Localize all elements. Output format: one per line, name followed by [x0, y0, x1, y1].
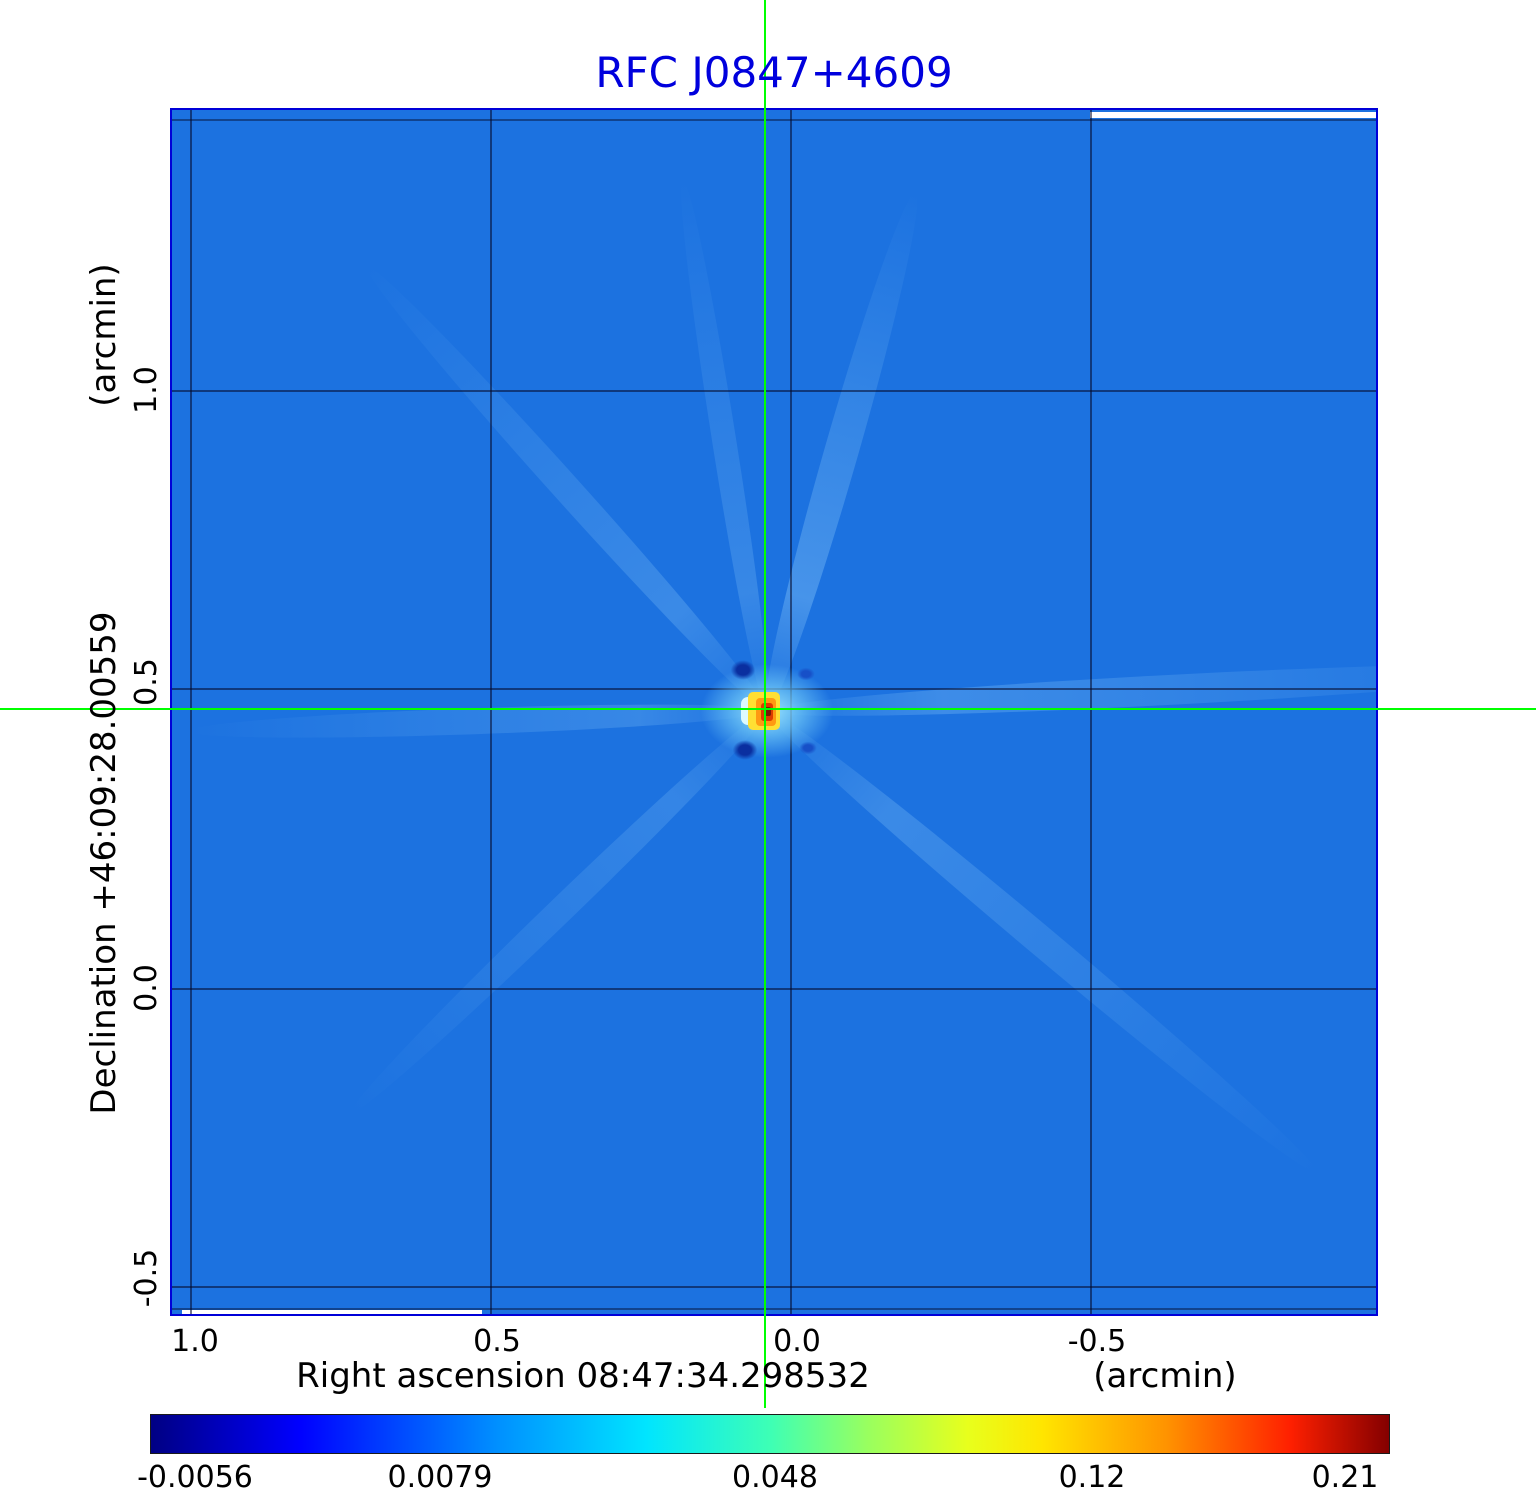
- sidelobe-ray: [757, 699, 1329, 1186]
- crosshair-horizontal: [0, 708, 1536, 710]
- colorbar-tick-label: -0.0056: [137, 1460, 253, 1495]
- grid-line: [190, 110, 192, 1314]
- x-tick-label: 0.0: [773, 1324, 821, 1359]
- colorbar-tick-label: 0.12: [1058, 1460, 1126, 1495]
- y-axis-label: Declination +46:09:28.00559: [84, 611, 124, 1115]
- source-peak-pixel: [764, 707, 771, 716]
- y-tick-label: 0.0: [128, 964, 164, 1012]
- x-tick-label: 0.5: [473, 1324, 521, 1359]
- grid-line: [172, 988, 1376, 990]
- grid-line: [172, 390, 1376, 392]
- y-axis-unit: (arcmin): [84, 263, 124, 407]
- y-tick-label: 0.5: [128, 658, 164, 706]
- colorbar-tick-label: 0.21: [1311, 1460, 1379, 1495]
- colorbar-tick-label: 0.0079: [387, 1460, 493, 1495]
- crosshair-vertical: [764, 0, 766, 1408]
- negative-sidelobe: [728, 658, 758, 682]
- image-edge-line: [172, 119, 1376, 121]
- sky-map: [170, 108, 1378, 1316]
- image-edge-gap: [182, 1310, 482, 1314]
- x-tick-label: 1.0: [171, 1324, 219, 1359]
- sidelobe-ray: [766, 654, 1376, 726]
- figure-title: RFC J0847+4609: [595, 48, 953, 97]
- negative-sidelobe: [797, 740, 819, 756]
- x-axis-label: Right ascension 08:47:34.298532: [296, 1356, 870, 1396]
- y-tick-label: -0.5: [128, 1248, 164, 1308]
- x-tick-label: -0.5: [1067, 1324, 1127, 1359]
- grid-line: [1090, 110, 1092, 1314]
- colorbar: [150, 1414, 1390, 1454]
- negative-sidelobe: [730, 738, 760, 762]
- x-axis-unit: (arcmin): [1093, 1356, 1237, 1396]
- image-edge-gap: [1090, 112, 1376, 118]
- image-edge-line: [172, 1308, 1376, 1310]
- grid-line: [490, 110, 492, 1314]
- sidelobe-ray: [750, 187, 933, 716]
- y-tick-label: 1.0: [128, 366, 164, 414]
- negative-sidelobe: [795, 666, 817, 682]
- colorbar-tick-label: 0.048: [732, 1460, 818, 1495]
- sidelobe-ray: [186, 698, 768, 745]
- grid-line: [172, 1286, 1376, 1288]
